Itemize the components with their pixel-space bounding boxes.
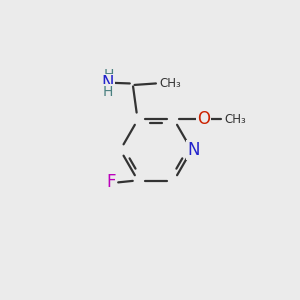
Text: O: O: [197, 110, 210, 128]
Text: H: H: [103, 85, 113, 99]
Text: CH₃: CH₃: [224, 112, 246, 126]
Text: F: F: [106, 173, 116, 191]
Text: N: N: [188, 141, 200, 159]
Text: N: N: [101, 74, 114, 92]
Text: H: H: [103, 68, 114, 82]
Text: CH₃: CH₃: [159, 77, 181, 90]
